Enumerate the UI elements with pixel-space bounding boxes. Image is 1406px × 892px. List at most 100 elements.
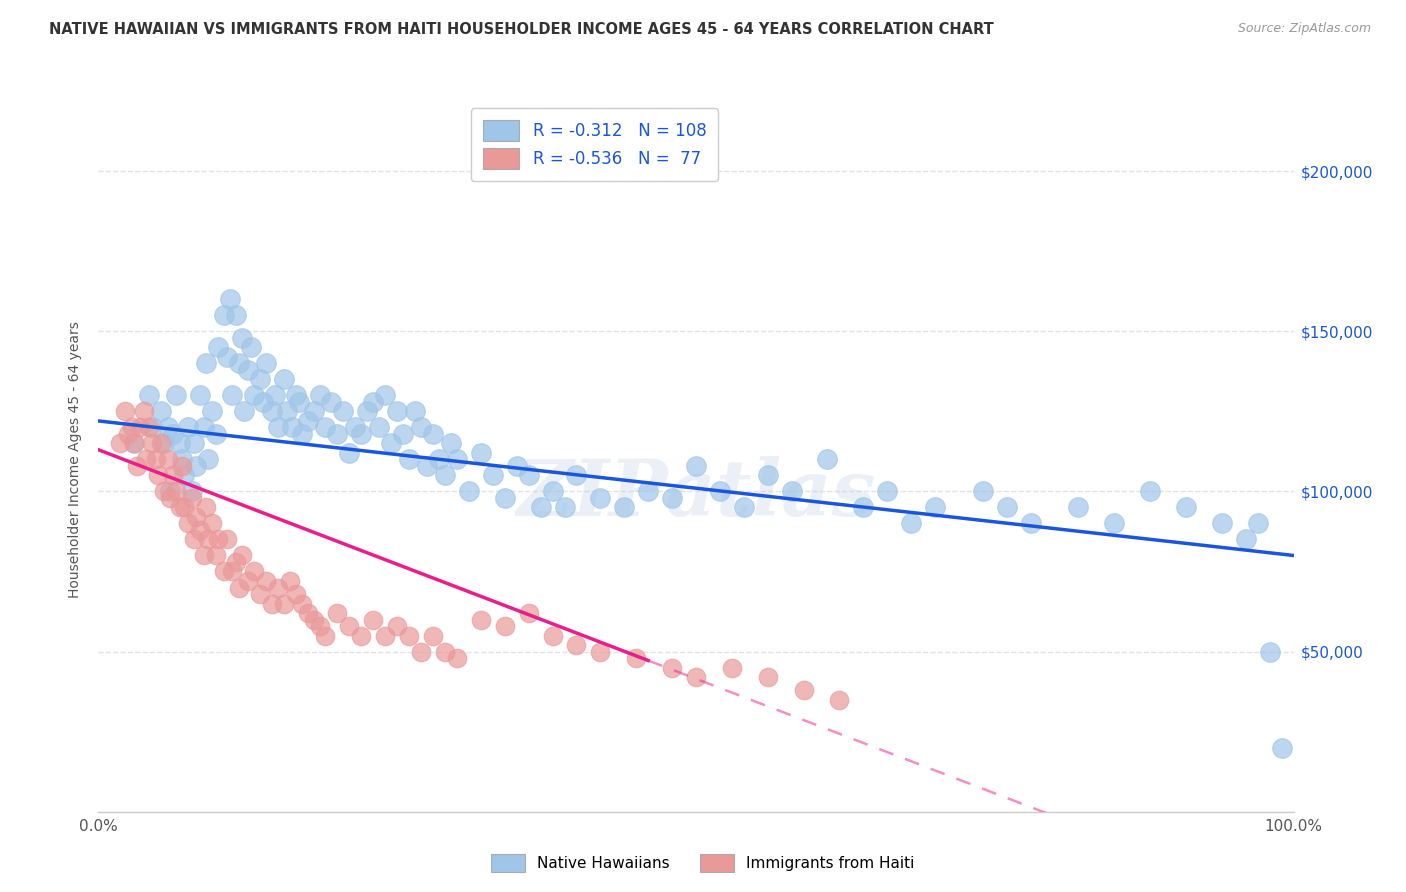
- Point: [446, 651, 468, 665]
- Point: [404, 404, 426, 418]
- Point: [427, 452, 450, 467]
- Point: [470, 613, 492, 627]
- Point: [117, 426, 139, 441]
- Point: [661, 660, 683, 674]
- Point: [249, 372, 271, 386]
- Point: [530, 500, 553, 515]
- Point: [173, 500, 195, 515]
- Point: [260, 597, 283, 611]
- Point: [188, 388, 211, 402]
- Point: [267, 420, 290, 434]
- Point: [254, 356, 277, 370]
- Point: [243, 388, 266, 402]
- Point: [326, 426, 349, 441]
- Point: [350, 426, 373, 441]
- Y-axis label: Householder Income Ages 45 - 64 years: Householder Income Ages 45 - 64 years: [69, 321, 83, 598]
- Point: [385, 619, 409, 633]
- Point: [924, 500, 946, 515]
- Point: [180, 491, 202, 505]
- Point: [339, 446, 361, 460]
- Point: [188, 523, 211, 537]
- Point: [254, 574, 277, 588]
- Point: [148, 468, 170, 483]
- Point: [350, 628, 373, 642]
- Point: [177, 516, 200, 531]
- Point: [876, 484, 898, 499]
- Point: [721, 660, 744, 674]
- Point: [284, 587, 307, 601]
- Point: [183, 533, 205, 547]
- Point: [225, 308, 247, 322]
- Point: [135, 452, 157, 467]
- Point: [411, 644, 433, 658]
- Point: [156, 420, 179, 434]
- Point: [233, 404, 256, 418]
- Point: [193, 420, 215, 434]
- Point: [121, 420, 143, 434]
- Point: [177, 420, 200, 434]
- Point: [201, 516, 224, 531]
- Point: [398, 452, 420, 467]
- Point: [186, 458, 208, 473]
- Point: [183, 436, 205, 450]
- Point: [249, 587, 271, 601]
- Point: [363, 394, 385, 409]
- Point: [169, 500, 191, 515]
- Point: [195, 500, 218, 515]
- Point: [212, 565, 235, 579]
- Point: [637, 484, 659, 499]
- Point: [1258, 644, 1281, 658]
- Point: [225, 555, 247, 569]
- Point: [273, 372, 295, 386]
- Point: [165, 484, 187, 499]
- Point: [541, 628, 564, 642]
- Point: [411, 420, 433, 434]
- Point: [315, 420, 337, 434]
- Text: ZIPatlas: ZIPatlas: [516, 457, 876, 533]
- Point: [172, 458, 194, 473]
- Point: [685, 670, 707, 684]
- Point: [260, 404, 283, 418]
- Point: [517, 468, 540, 483]
- Point: [972, 484, 994, 499]
- Point: [1019, 516, 1042, 531]
- Point: [308, 388, 330, 402]
- Point: [228, 581, 250, 595]
- Point: [446, 452, 468, 467]
- Point: [481, 468, 505, 483]
- Point: [169, 436, 191, 450]
- Point: [422, 628, 444, 642]
- Point: [141, 436, 163, 450]
- Point: [380, 436, 402, 450]
- Point: [125, 458, 148, 473]
- Point: [114, 404, 136, 418]
- Point: [363, 613, 385, 627]
- Point: [494, 619, 516, 633]
- Point: [589, 491, 612, 505]
- Point: [494, 491, 516, 505]
- Point: [145, 452, 167, 467]
- Point: [159, 484, 181, 499]
- Point: [228, 356, 250, 370]
- Point: [180, 484, 202, 499]
- Point: [470, 446, 492, 460]
- Point: [368, 420, 391, 434]
- Point: [217, 533, 239, 547]
- Point: [416, 458, 439, 473]
- Point: [281, 420, 304, 434]
- Point: [276, 404, 298, 418]
- Point: [1175, 500, 1198, 515]
- Point: [541, 484, 564, 499]
- Legend: R = -0.312   N = 108, R = -0.536   N =  77: R = -0.312 N = 108, R = -0.536 N = 77: [471, 108, 718, 181]
- Point: [172, 452, 194, 467]
- Point: [221, 565, 243, 579]
- Point: [173, 468, 195, 483]
- Point: [236, 574, 259, 588]
- Point: [434, 468, 457, 483]
- Point: [124, 436, 146, 450]
- Point: [129, 420, 152, 434]
- Point: [302, 613, 325, 627]
- Point: [240, 340, 263, 354]
- Point: [321, 394, 343, 409]
- Point: [284, 388, 307, 402]
